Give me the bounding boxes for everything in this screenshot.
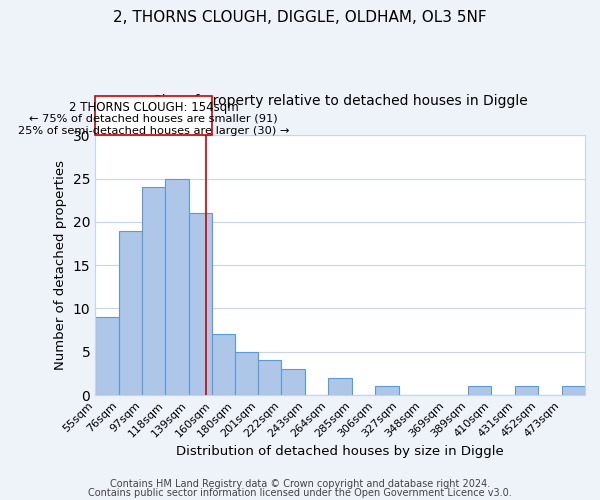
- Bar: [375, 386, 398, 395]
- Bar: [212, 334, 235, 395]
- Bar: [515, 386, 538, 395]
- Bar: [235, 352, 258, 395]
- Title: Size of property relative to detached houses in Diggle: Size of property relative to detached ho…: [152, 94, 527, 108]
- Bar: [166, 178, 189, 395]
- Y-axis label: Number of detached properties: Number of detached properties: [54, 160, 67, 370]
- Bar: [95, 317, 119, 395]
- Bar: [189, 213, 212, 395]
- Bar: [562, 386, 585, 395]
- Bar: [281, 369, 305, 395]
- FancyBboxPatch shape: [95, 96, 212, 135]
- Text: Contains HM Land Registry data © Crown copyright and database right 2024.: Contains HM Land Registry data © Crown c…: [110, 479, 490, 489]
- Text: 25% of semi-detached houses are larger (30) →: 25% of semi-detached houses are larger (…: [18, 126, 289, 136]
- Text: ← 75% of detached houses are smaller (91): ← 75% of detached houses are smaller (91…: [29, 114, 278, 124]
- Bar: [258, 360, 281, 395]
- Text: Contains public sector information licensed under the Open Government Licence v3: Contains public sector information licen…: [88, 488, 512, 498]
- Text: 2 THORNS CLOUGH: 154sqm: 2 THORNS CLOUGH: 154sqm: [69, 100, 239, 114]
- Bar: [119, 230, 142, 395]
- Bar: [468, 386, 491, 395]
- Bar: [328, 378, 352, 395]
- Bar: [142, 187, 166, 395]
- Text: 2, THORNS CLOUGH, DIGGLE, OLDHAM, OL3 5NF: 2, THORNS CLOUGH, DIGGLE, OLDHAM, OL3 5N…: [113, 10, 487, 25]
- X-axis label: Distribution of detached houses by size in Diggle: Distribution of detached houses by size …: [176, 444, 504, 458]
